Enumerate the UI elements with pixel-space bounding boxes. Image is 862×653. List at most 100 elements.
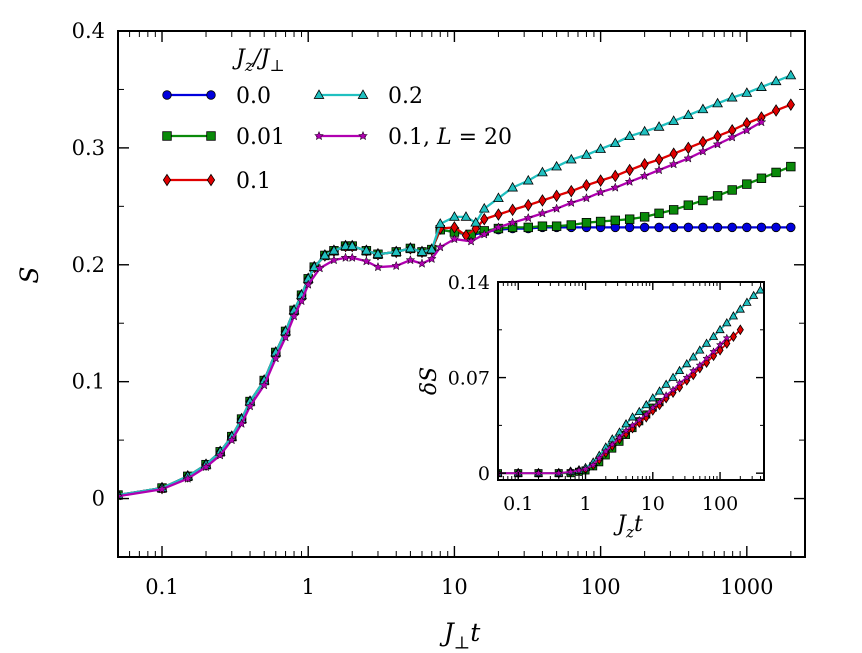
series-0-1-l-20-point-30 <box>523 212 534 223</box>
series-0-1-point-44 <box>698 135 708 149</box>
inset-series-0-1-point-26 <box>716 344 724 356</box>
main-x-tick-label: 1 <box>302 575 315 599</box>
legend-item-0-1-label: 0.1 <box>236 169 271 194</box>
series-0-1-point-34 <box>552 189 561 203</box>
inset-series-0-2-point-30 <box>742 297 752 306</box>
legend-item-0-01-marker-right <box>206 131 216 141</box>
main-y-tick-label: 0.2 <box>72 253 105 277</box>
series-0-2-point-43 <box>682 109 694 119</box>
series-0-0-point-47 <box>756 222 767 233</box>
series-0-0-point-40 <box>654 222 664 233</box>
series-0-1-l-20-point-4 <box>215 450 226 460</box>
inset-series-0-2-point-27 <box>722 318 732 327</box>
series-0-0-point-44 <box>712 222 723 233</box>
inset-series-0-1-point-28 <box>729 331 737 343</box>
series-0-2-point-23 <box>416 246 428 256</box>
series-0-1-l-20-point-3 <box>201 461 211 472</box>
legend-item-0-1-marker-right <box>206 173 216 187</box>
series-0-2-point-17 <box>340 240 351 250</box>
series-0-1-point-43 <box>684 141 693 155</box>
inset-series-0-2-point-18 <box>661 379 671 388</box>
series-0-1-l-20-point-23 <box>426 253 437 264</box>
legend-item-0-01: 0.01 <box>162 125 285 150</box>
inset-series-0-1-l-20-point-26 <box>715 340 725 349</box>
series-0-1-l-20-point-40 <box>668 159 679 169</box>
series-0-1-point-38 <box>611 169 620 183</box>
inset-series-0-1-l-20-point-18 <box>661 390 671 399</box>
inset-series-0-1-l-20-point-14 <box>635 415 644 424</box>
series-0-1-l-20-point-16 <box>340 252 351 262</box>
inset-series-0-2-point-15 <box>641 399 651 409</box>
series-0-1-l-20-point-0 <box>118 491 123 501</box>
series-0-2-point-24 <box>426 243 438 254</box>
series-0-2-point-38 <box>609 137 621 148</box>
inset-series-0-1-l-20-point-19 <box>668 385 678 394</box>
inset-series-0-1-l-20-point-12 <box>621 426 631 435</box>
inset-series-0-1-l-20-point-16 <box>648 403 658 412</box>
inset-series-0-1-l-20-point-24 <box>702 353 711 363</box>
series-0-01-point-43 <box>698 195 708 206</box>
inset-series-0-1-l-20-point-15 <box>642 409 651 419</box>
inset-series-0-2-point-29 <box>735 304 745 313</box>
series-0-1-l-20-point-42 <box>697 146 708 156</box>
series-0-01-point-41 <box>668 205 679 215</box>
series-0-0-point-39 <box>639 222 650 233</box>
series-0-1-l-20-point-34 <box>581 192 592 203</box>
series-0-1-l-20-point-32 <box>551 203 562 213</box>
series-0-01-point-32 <box>537 221 548 231</box>
series-0-1-l-20-point-46 <box>756 116 767 127</box>
series-0-0-point-38 <box>624 222 635 233</box>
series-0-1-l-20-point-45 <box>741 125 752 135</box>
inset-series-0-2-point-20 <box>674 365 685 375</box>
series-0-1-l-20-point-37 <box>624 176 635 187</box>
inset-series-0-2-point-26 <box>715 324 725 334</box>
legend-item-0-0-label: 0.0 <box>236 84 271 109</box>
main-plot-series <box>118 69 797 502</box>
series-0-2-point-29 <box>478 202 490 213</box>
series-0-1-l-20-point-33 <box>566 197 577 208</box>
y-axis-label: S <box>15 266 44 283</box>
series-0-01-point-38 <box>624 214 635 224</box>
series-0-0-point-45 <box>727 222 737 233</box>
series-0-1-l-20-point-1 <box>157 483 167 494</box>
series-0-1-l-20-point-10 <box>280 332 291 342</box>
inset-series-0-1-point-27 <box>723 338 731 349</box>
series-0-1-point-30 <box>494 208 503 221</box>
series-0-1-l-20-point-25 <box>449 233 460 244</box>
series-0-2-point-40 <box>639 125 651 136</box>
legend-item-0-1-l-20-label: 0.1, L = 20 <box>388 125 512 150</box>
main-frame <box>117 30 806 558</box>
inset-y-tick-label: 0.07 <box>448 368 490 390</box>
inset-series-0-2-point-24 <box>701 338 712 347</box>
series-0-1-l-20-point-39 <box>654 164 665 175</box>
series-0-2-point-26 <box>449 211 460 221</box>
series-0-1-point-36 <box>582 178 591 192</box>
inset-series-0-1-l-20-point-20 <box>675 378 684 387</box>
inset-series-0-1-l-20-point-17 <box>655 397 664 406</box>
series-0-2-point-44 <box>697 103 709 114</box>
inset-series-0-1-l-20-line <box>498 337 728 475</box>
inset-series-0-1-l-20-point-23 <box>695 360 705 369</box>
series-0-1-l-20-point-15 <box>328 254 339 265</box>
main-y-tick-label: 0 <box>92 487 105 511</box>
legend-title: Jz/J⊥ <box>232 46 285 75</box>
inset-y-axis-label: δS <box>417 367 442 395</box>
inset-x-tick-label: 0.1 <box>503 493 533 515</box>
main-y-tick-label: 0.1 <box>72 370 105 394</box>
inset-series-0-1-l-20-point-21 <box>682 373 692 382</box>
main-x-tick-label: 0.1 <box>145 575 178 599</box>
inset-series-0-1-point-29 <box>736 324 744 336</box>
series-0-2-point-39 <box>624 130 636 141</box>
series-0-01-point-37 <box>610 215 620 226</box>
series-0-2-point-15 <box>319 249 331 260</box>
series-0-1-point-31 <box>508 203 517 217</box>
inset-x-axis-label: Jzt <box>613 512 643 542</box>
main-y-tick-label: 0.3 <box>72 136 105 160</box>
series-0-2-point-27 <box>460 211 472 221</box>
series-0-1-point-29 <box>480 212 489 226</box>
inset-series-0-1-l-20-point-10 <box>608 440 617 449</box>
inset-series-0-1-l-20-point-9 <box>601 446 611 455</box>
legend: Jz/J⊥ 0.0 0.01 0.1 0.2 0.1, L = 20 <box>162 46 512 194</box>
series-0-2-point-41 <box>653 121 665 131</box>
series-0-0-point-41 <box>668 222 679 233</box>
